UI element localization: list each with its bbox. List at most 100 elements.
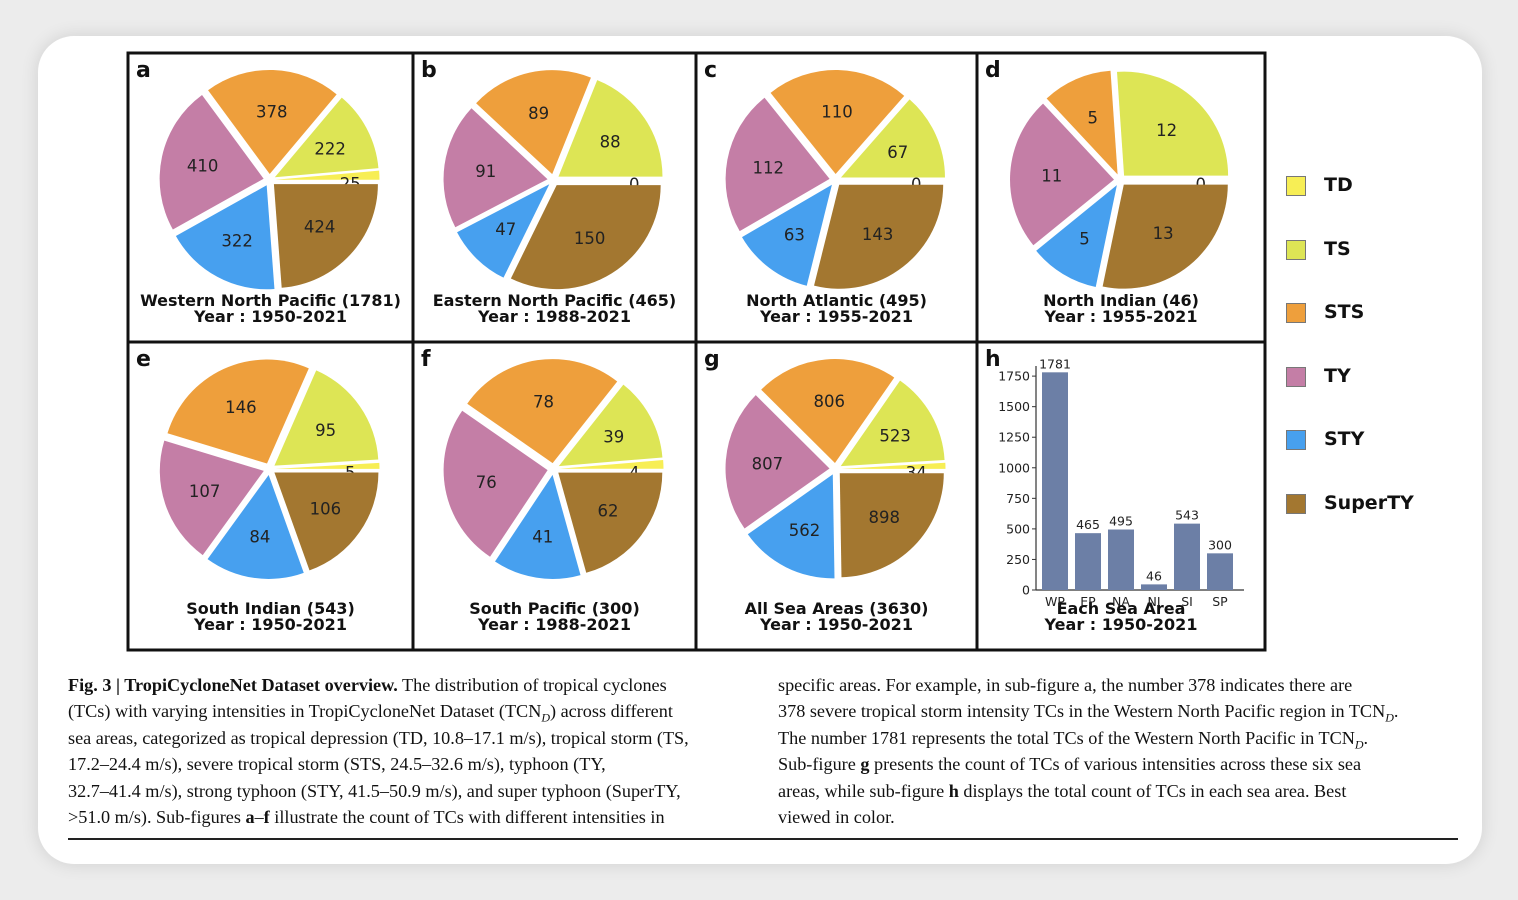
caption-line: 17.2–24.4 m/s), severe tropical storm (S… bbox=[68, 751, 758, 777]
bar-value-label: 1781 bbox=[1039, 356, 1071, 371]
y-tick-label: 500 bbox=[1006, 521, 1030, 536]
panel-letter: h bbox=[985, 347, 1001, 372]
pie-slice-sty bbox=[495, 474, 581, 579]
slice-label-ty: 112 bbox=[753, 158, 785, 177]
caption-text: displays the total count of TCs in each … bbox=[958, 780, 1347, 801]
slice-label-sty: 322 bbox=[221, 231, 253, 250]
x-tick-label: WP bbox=[1045, 594, 1065, 609]
caption-line: The number 1781 represents the total TCs… bbox=[778, 725, 1468, 751]
pie-slice-ty bbox=[443, 108, 548, 228]
caption-text: D bbox=[541, 711, 550, 726]
panel-border bbox=[975, 340, 1267, 652]
panel-title: North Atlantic (495) bbox=[746, 291, 927, 310]
caption-text: The number 1781 represents the total TCs… bbox=[778, 727, 1355, 748]
pie-slice-ty bbox=[725, 97, 830, 232]
y-tick-label: 0 bbox=[1022, 583, 1030, 598]
caption-text: 378 severe tropical storm intensity TCs … bbox=[778, 701, 1386, 722]
x-tick-label: NI bbox=[1147, 594, 1160, 609]
slice-label-sts: 110 bbox=[821, 103, 853, 122]
caption-line: Sub-figure g presents the count of TCs o… bbox=[778, 751, 1468, 777]
pie: 25222378410322424 bbox=[159, 70, 380, 290]
panel-subtitle: Year : 1955-2021 bbox=[759, 307, 913, 326]
panel-title: Eastern North Pacific (465) bbox=[433, 291, 676, 310]
panel-letter: a bbox=[136, 58, 151, 83]
panel-title: South Pacific (300) bbox=[469, 599, 640, 618]
caption-text: sea areas, categorized as tropical depre… bbox=[68, 727, 689, 748]
slice-label-ts: 222 bbox=[314, 139, 346, 158]
caption-line: (TCs) with varying intensities in TropiC… bbox=[68, 698, 758, 724]
caption-text: areas, while sub-figure bbox=[778, 780, 949, 801]
slice-label-sty: 47 bbox=[495, 220, 516, 239]
slice-label-ts: 67 bbox=[887, 143, 908, 162]
slice-label-superty: 143 bbox=[862, 225, 894, 244]
slice-label-ty: 410 bbox=[187, 157, 219, 176]
pie: 59514610784106 bbox=[159, 359, 380, 579]
slice-label-sts: 378 bbox=[256, 103, 288, 122]
legend-label: SuperTY bbox=[1324, 492, 1414, 514]
slice-label-ts: 39 bbox=[603, 428, 624, 447]
slice-label-ty: 807 bbox=[752, 454, 784, 473]
pie-slice-sty bbox=[207, 474, 304, 579]
pie-slice-sts bbox=[761, 359, 895, 464]
pie-slice-sts bbox=[1046, 70, 1118, 175]
bar-value-label: 300 bbox=[1208, 537, 1232, 552]
panel-a: a Western North Pacific (1781)Year : 1950… bbox=[126, 51, 415, 344]
caption-line: sea areas, categorized as tropical depre… bbox=[68, 725, 758, 751]
pie-slice-superty bbox=[558, 472, 663, 573]
caption-text: (TCs) with varying intensities in TropiC… bbox=[68, 701, 542, 722]
caption-line: viewed in color. bbox=[778, 804, 1468, 830]
slice-label-sts: 89 bbox=[528, 104, 549, 123]
caption-text: f bbox=[263, 806, 270, 827]
pie-slice-superty bbox=[273, 184, 378, 288]
panel-title: All Sea Areas (3630) bbox=[745, 599, 929, 618]
pie-slice-ty bbox=[159, 94, 264, 230]
slice-label-superty: 62 bbox=[597, 501, 618, 520]
slice-label-td: 0 bbox=[629, 175, 640, 194]
panel-letter: c bbox=[704, 58, 717, 83]
slice-label-superty: 13 bbox=[1153, 224, 1174, 243]
figure-caption: Fig. 3 | TropiCycloneNet Dataset overvie… bbox=[68, 672, 1458, 832]
slice-label-sty: 562 bbox=[789, 521, 821, 540]
legend-label: STY bbox=[1324, 428, 1365, 451]
pie-slice-sty bbox=[175, 185, 275, 290]
pie-slice-ty bbox=[725, 395, 830, 529]
panel-letter: b bbox=[421, 58, 437, 83]
panel-title: Western North Pacific (1781) bbox=[140, 291, 401, 310]
y-tick-label: 1000 bbox=[998, 460, 1030, 475]
slice-label-superty: 898 bbox=[869, 508, 901, 527]
caption-line: >51.0 m/s). Sub-figures a–f illustrate t… bbox=[68, 804, 758, 830]
caption-text: D bbox=[1354, 737, 1364, 752]
pie-slice-ts bbox=[840, 380, 945, 467]
panel-d: d North Indian (46)Year : 1955-2021 0 12 5 11… bbox=[975, 51, 1267, 344]
slice-label-td: 0 bbox=[911, 175, 922, 194]
slice-label-ts: 523 bbox=[879, 427, 911, 446]
caption-left-column: Fig. 3 | TropiCycloneNet Dataset overvie… bbox=[68, 672, 758, 830]
pie-slice-ty bbox=[1010, 103, 1115, 246]
slice-label-sts: 78 bbox=[533, 392, 554, 411]
caption-text: presents the count of TCs of various int… bbox=[869, 754, 1362, 775]
caption-text: Fig. 3 | TropiCycloneNet Dataset overvie… bbox=[68, 675, 398, 695]
panel-letter: f bbox=[421, 347, 431, 372]
panel-letter: e bbox=[136, 347, 151, 372]
slice-label-ty: 76 bbox=[476, 473, 497, 492]
bar-wp bbox=[1042, 372, 1068, 590]
pie-slice-td bbox=[841, 462, 946, 469]
pie-slice-sts bbox=[208, 70, 337, 175]
x-tick-label: SI bbox=[1181, 594, 1193, 609]
legend-swatch bbox=[1286, 176, 1306, 196]
pie-slice-sty bbox=[457, 184, 550, 278]
pie-slice-sts bbox=[476, 70, 591, 175]
pie-slice-sts bbox=[167, 359, 309, 464]
caption-right-column: specific areas. For example, in sub-figu… bbox=[778, 672, 1468, 830]
pie-slice-superty bbox=[274, 472, 379, 571]
slice-label-sty: 84 bbox=[249, 528, 270, 547]
bar-ni bbox=[1141, 584, 1167, 590]
pie-slice-sty bbox=[741, 184, 832, 286]
pie: 0 88 89 91 47 150 bbox=[443, 70, 663, 290]
caption-line: Fig. 3 | TropiCycloneNet Dataset overvie… bbox=[68, 672, 758, 698]
panel-subtitle: Year : 1950-2021 bbox=[193, 307, 347, 326]
